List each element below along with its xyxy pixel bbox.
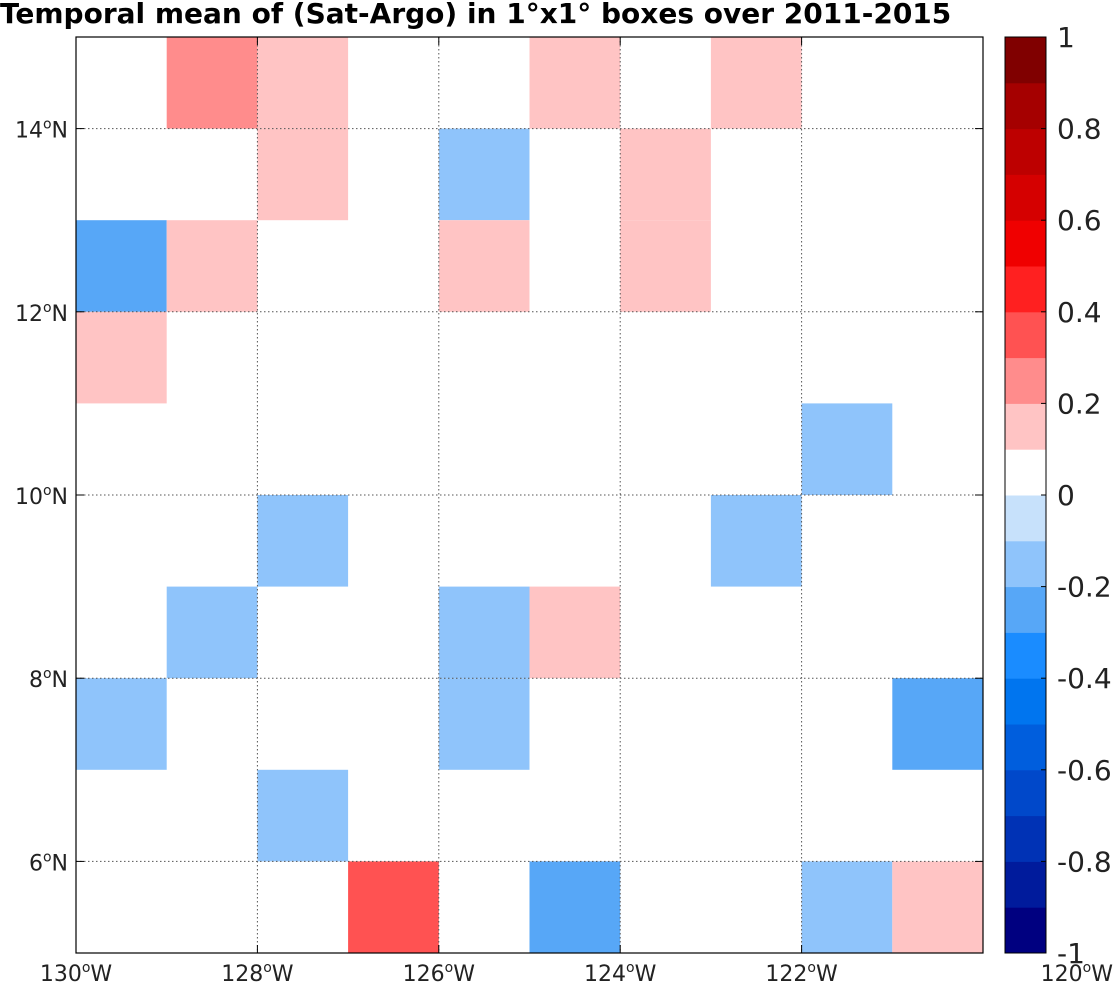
heatmap-cell [529,861,621,953]
heatmap-cell [257,769,349,862]
chart-title: Temporal mean of (Sat-Argo) in 1°x1° box… [0,0,952,30]
colorbar-block [1005,82,1046,130]
colorbar-tick-label: -1 [1057,937,1085,970]
heatmap-cell [892,678,983,770]
colorbar-block [1005,449,1046,496]
colorbar-block [1005,495,1046,542]
heatmap-cell [529,586,621,679]
colorbar-block [1005,37,1046,84]
heatmap-cell [710,495,802,587]
colorbar-block [1005,128,1046,175]
y-tick-label: 12oN [15,300,68,327]
heatmap-cell [166,37,258,129]
colorbar-block [1005,861,1046,908]
x-tick-label: 130oW [40,960,113,984]
heatmap-cell [801,403,893,495]
colorbar-block [1005,220,1046,267]
heatmap-cell [257,37,349,129]
colorbar-tick-label: -0.2 [1057,571,1112,604]
heatmap-cell [438,220,530,312]
x-tick-label: 122oW [765,960,838,984]
heatmap-cell [166,220,258,312]
colorbar-tick-label: 1 [1057,21,1075,54]
colorbar-block [1005,815,1046,862]
colorbar-block [1005,907,1046,954]
colorbar-block [1005,678,1046,725]
heatmap-cell [76,678,167,770]
y-tick-label: 14oN [15,117,68,144]
colorbar-tick-label: 0.4 [1057,296,1102,329]
heatmap-cell [710,37,802,129]
heatmap-cell [438,678,530,770]
heatmap-cell [801,861,893,953]
colorbar-tick-label: 0.8 [1057,113,1102,146]
heatmap-cell [438,128,530,221]
colorbar-tick-label: 0 [1057,479,1075,512]
heatmap-cell [620,128,711,221]
x-tick-label: 126oW [403,960,476,984]
x-tick-label: 128oW [221,960,294,984]
colorbar-block [1005,632,1046,679]
colorbar-block [1005,174,1046,221]
y-tick-label: 10oN [15,483,68,510]
colorbar-block [1005,586,1046,633]
heatmap-cell [166,586,258,679]
y-tick-label: 8oN [29,666,68,693]
x-tick-label: 120oW [1041,960,1114,984]
colorbar-tick-label: 0.2 [1057,387,1102,420]
colorbar-tick-label: -0.4 [1057,662,1112,695]
y-tick-label: 6oN [29,849,68,876]
heatmap-cell [257,128,349,221]
colorbar-block [1005,403,1046,450]
colorbar-tick-label: -0.8 [1057,845,1112,878]
heatmap-cell [438,586,530,679]
heatmap-cell [76,220,167,312]
x-tick-label: 124oW [584,960,657,984]
colorbar-block [1005,357,1046,404]
heatmap-cell [620,220,711,312]
colorbar-tick-label: 0.6 [1057,204,1102,237]
colorbar-block [1005,769,1046,817]
colorbar-block [1005,724,1046,771]
heatmap-cell [348,861,439,953]
colorbar-block [1005,311,1046,359]
colorbar-block [1005,540,1046,588]
heatmap-cell [76,311,167,404]
heatmap-cell [257,495,349,587]
colorbar-tick-label: -0.6 [1057,754,1112,787]
heatmap-cell [892,861,983,953]
heatmap-cell [529,37,621,129]
colorbar-block [1005,266,1046,313]
